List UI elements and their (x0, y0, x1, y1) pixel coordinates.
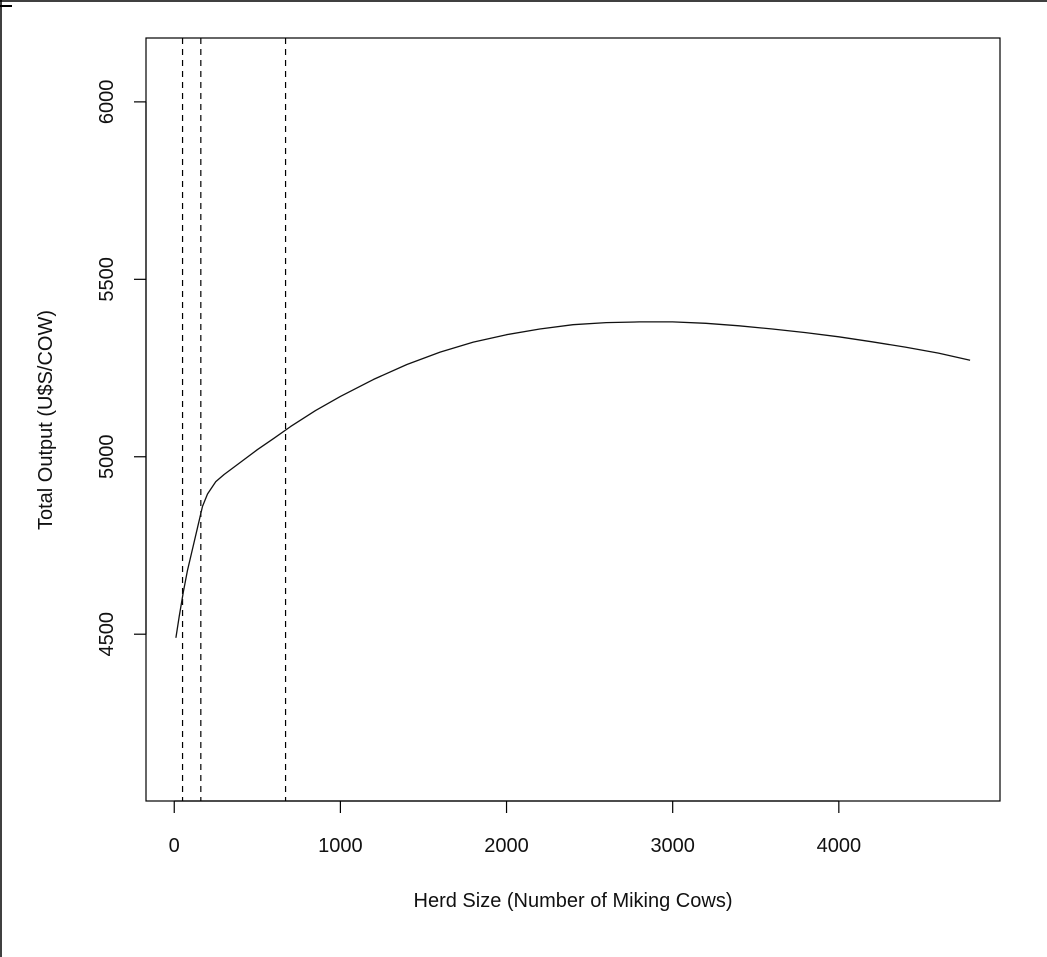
y-tick-label: 6000 (96, 80, 118, 125)
plot-frame (145, 37, 1001, 802)
series-line (175, 321, 971, 638)
y-tick-label: 4500 (96, 612, 118, 657)
x-tick-label: 3000 (650, 835, 695, 857)
y-axis-label: Total Output (U$S/COW) (35, 310, 57, 530)
x-axis-label: Herd Size (Number of Miking Cows) (414, 890, 733, 912)
y-tick-label: 5000 (96, 435, 118, 480)
x-tick-label: 2000 (484, 835, 529, 857)
y-axis: 4500 5000 5500 6000 (96, 80, 147, 657)
y-tick-label: 5500 (96, 257, 118, 302)
x-axis: 0 1000 2000 3000 4000 (169, 800, 862, 857)
x-tick-label: 0 (169, 835, 180, 857)
x-tick-label: 1000 (318, 835, 363, 857)
reference-lines (181, 38, 287, 801)
series-group (175, 321, 971, 638)
x-tick-label: 4000 (817, 835, 862, 857)
